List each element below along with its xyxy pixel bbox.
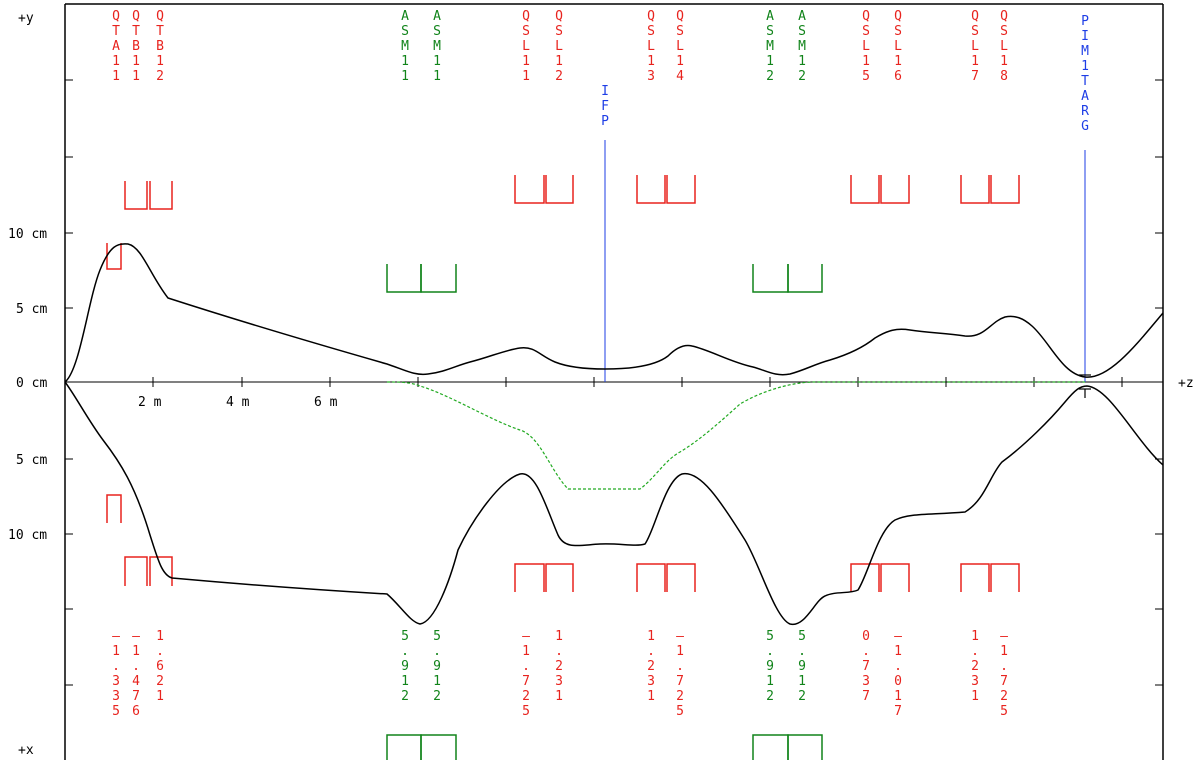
element-boxes-top	[106, 175, 1020, 293]
quad-box	[124, 556, 148, 586]
sext-box	[752, 264, 789, 293]
z-tick-label: 6 m	[314, 395, 338, 410]
quad-box	[149, 181, 173, 210]
quad-box	[124, 181, 148, 210]
element-strength-value: —1. 7 2 5	[1000, 629, 1008, 719]
quad-box	[545, 175, 574, 204]
sext-box	[386, 734, 422, 760]
quad-box	[545, 563, 574, 592]
quad-box	[636, 563, 666, 592]
sext-box	[787, 264, 823, 293]
x-tick-label: 10 cm	[8, 528, 47, 543]
sext-box	[420, 264, 457, 293]
quad-box	[106, 494, 122, 523]
y-tick-label: 0 cm	[16, 376, 47, 391]
quad-box	[990, 563, 1020, 592]
x-tick-label: 5 cm	[16, 453, 47, 468]
quad-box	[636, 175, 666, 204]
sext-box	[752, 734, 789, 760]
z-tick-label: 4 m	[226, 395, 250, 410]
quad-box	[514, 563, 545, 592]
y-axis-label: +y	[18, 11, 34, 26]
bottom-element-values: —1. 3 3 5 — 1. 4 7 6 1. 6 2 1 5. 9 1 2 5. 9 1 2 — 1. 7 2 5 1. 2 3 1 1.…	[112, 629, 1008, 719]
z-axis-label: +z	[1178, 376, 1194, 391]
quad-box	[514, 175, 545, 204]
top-element-labels: Q T A 1 1 Q T B 1 1 Q T B 1 2 A S M 1 1 A S M 1 1 Q S L 1 1 Q S L 1 2 Q S L 1 3…	[112, 9, 1008, 84]
quad-box	[850, 175, 880, 204]
y-envelope-curve	[64, 243, 1164, 383]
z-tick-label: 2 m	[138, 395, 162, 410]
dispersion-curve	[386, 381, 1085, 490]
quad-box	[990, 175, 1020, 204]
element-strength-value: —1. 4 7 6	[132, 629, 140, 719]
x-axis-label: +x	[18, 743, 34, 758]
quad-box	[850, 563, 880, 592]
quad-box	[149, 556, 173, 586]
quad-box	[960, 175, 990, 204]
frame-ticks	[65, 79, 1163, 686]
sext-box	[787, 734, 823, 760]
y-tick-label: 5 cm	[16, 302, 47, 317]
x-envelope-curve	[64, 381, 1164, 625]
y-tick-label: 10 cm	[8, 227, 47, 242]
element-boxes-bottom	[106, 494, 1020, 760]
sext-box	[420, 734, 457, 760]
element-strength-value: —1. 0 1 7	[894, 629, 902, 719]
quad-box	[960, 563, 990, 592]
sext-box	[386, 264, 422, 293]
marker-labels: I F P P I M 1 T A R G	[601, 14, 1089, 134]
element-strength-value: —1. 3 3 5	[112, 629, 120, 719]
quad-box	[666, 563, 696, 592]
quad-box	[880, 175, 910, 204]
quad-box	[880, 563, 910, 592]
quad-box	[666, 175, 696, 204]
target-marker-ticks	[1079, 374, 1091, 398]
marker-lines	[604, 140, 1086, 382]
element-strength-value: —1. 7 2 5	[676, 629, 684, 719]
element-strength-value: —1. 7 2 5	[522, 629, 530, 719]
